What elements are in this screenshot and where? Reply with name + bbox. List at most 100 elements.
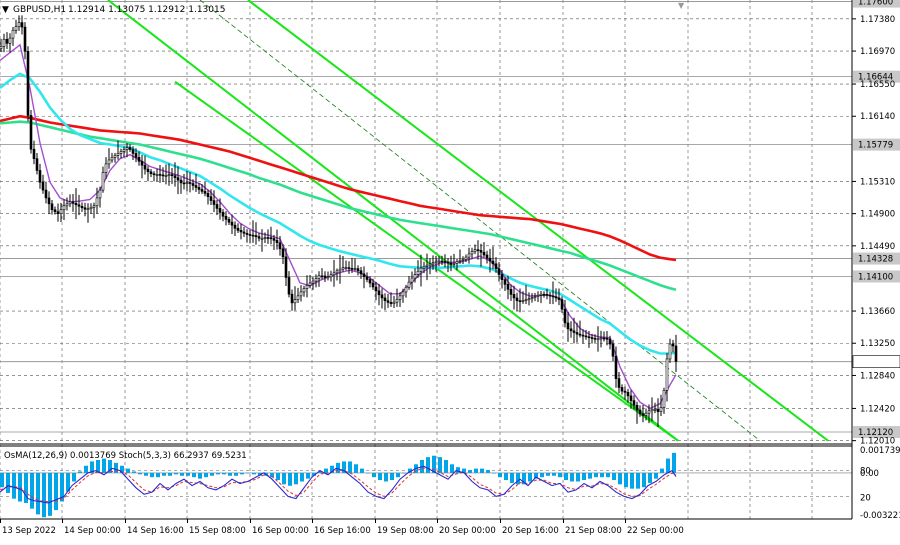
candle-body (263, 237, 267, 239)
candle-body (602, 337, 606, 340)
osma-bar (576, 472, 580, 482)
candle-body (650, 408, 654, 412)
candle-body (233, 224, 237, 229)
candle-body (587, 336, 591, 339)
candle-body (665, 358, 669, 391)
candle-body (383, 297, 387, 302)
osma-bar (462, 468, 466, 473)
candle-body (203, 191, 207, 194)
candle-body (575, 332, 579, 335)
osma-bar (456, 467, 460, 473)
osma-bar (510, 472, 514, 483)
candle-body (149, 171, 153, 175)
candle-body (164, 175, 168, 177)
candle-body (356, 268, 360, 272)
candle-body (242, 231, 246, 234)
candle-body (266, 237, 270, 239)
candle-body (401, 291, 405, 297)
candle-body (209, 196, 213, 201)
osma-bar (552, 472, 556, 476)
osma-bar (294, 472, 298, 485)
indicator-tick-label: 80 (860, 467, 871, 477)
candle-body (662, 390, 666, 408)
candle-body (350, 268, 354, 270)
candle-body (14, 26, 18, 31)
osma-bar (30, 472, 34, 509)
price-tag-bg-2 (853, 138, 900, 151)
osma-bar (384, 472, 388, 482)
osma-bar (588, 472, 592, 479)
price-tick-label: 1.12840 (860, 371, 895, 381)
candle-body (122, 149, 126, 152)
osma-bar (246, 472, 250, 474)
candle-body (80, 205, 84, 209)
candle-body (152, 173, 156, 176)
price-tag-bg-3 (853, 252, 900, 265)
osma-bar (378, 472, 382, 481)
price-tick-label: 1.15310 (860, 177, 895, 187)
candle-body (473, 249, 477, 252)
candle-body (653, 408, 657, 411)
osma-bar (300, 472, 304, 482)
osma-bar (12, 472, 16, 499)
candle-body (191, 183, 195, 186)
time-tick-label: 15 Sep 08:00 (189, 526, 246, 536)
candle-body (359, 270, 363, 275)
price-tick-label: 1.13250 (860, 339, 895, 349)
candle-body (275, 240, 279, 244)
ma-line-red (0, 114, 677, 262)
candle-body (326, 276, 330, 279)
osma-bar (306, 472, 310, 479)
price-tag-bg-4 (853, 270, 900, 283)
candle-body (452, 263, 456, 265)
candle-body (98, 189, 102, 199)
candle-body (104, 163, 108, 173)
candle-body (5, 38, 9, 44)
candle-body (617, 378, 621, 388)
candle-body (218, 208, 222, 213)
candle-body (410, 277, 414, 283)
candle-body (194, 185, 198, 188)
candle-body (23, 26, 27, 52)
time-tick-label: 22 Sep 00:00 (627, 526, 684, 536)
osma-bar (594, 472, 598, 478)
time-tick-label: 20 Sep 00:00 (439, 526, 496, 536)
candle-body (512, 294, 516, 299)
candle-body (305, 285, 309, 289)
osma-bar (312, 472, 316, 476)
candle-body (188, 182, 192, 184)
candle-body (455, 261, 459, 264)
time-tick-label: 20 Sep 16:00 (502, 526, 559, 536)
candle-body (11, 29, 15, 39)
osma-bar (222, 472, 226, 475)
candle-body (491, 260, 495, 265)
candle-body (101, 172, 105, 191)
candle-body (254, 235, 258, 237)
osma-bar (168, 472, 172, 476)
ma-line-cyan (0, 72, 677, 355)
osma-bar (216, 472, 220, 475)
osma-bar (288, 472, 292, 486)
candle-body (467, 253, 471, 258)
osma-bar (240, 472, 244, 475)
candle-body (446, 261, 450, 264)
time-tick-label: 21 Sep 08:00 (565, 526, 622, 536)
candle-body (221, 212, 225, 217)
scroll-marker-icon[interactable]: ▼ (678, 1, 685, 10)
indicator-tick-label: -0.003221 (860, 511, 900, 521)
osma-bar (366, 472, 370, 474)
price-tag-label: 1.16644 (858, 73, 893, 83)
osma-bar (276, 472, 280, 481)
candle-body (530, 297, 534, 300)
candle-body (392, 301, 396, 304)
candle-body (320, 275, 324, 278)
candle-body (647, 410, 651, 414)
osma-bar (84, 465, 88, 473)
symbol-arrow-icon[interactable]: ▼ (2, 5, 9, 15)
candle-body (215, 204, 219, 209)
candle-body (395, 299, 399, 303)
osma-bar (648, 472, 652, 483)
osma-bar (480, 468, 484, 473)
osma-bar (570, 472, 574, 482)
